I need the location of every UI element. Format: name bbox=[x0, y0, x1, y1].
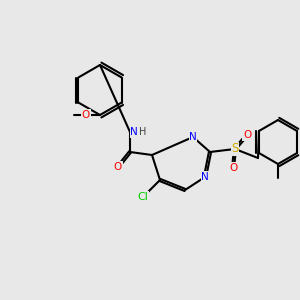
Text: O: O bbox=[82, 110, 90, 120]
Text: O: O bbox=[243, 130, 251, 140]
Text: N: N bbox=[189, 132, 197, 142]
Text: N: N bbox=[130, 127, 138, 137]
Text: Cl: Cl bbox=[138, 192, 148, 202]
Text: N: N bbox=[201, 172, 209, 182]
Text: O: O bbox=[114, 162, 122, 172]
Text: S: S bbox=[231, 142, 239, 155]
Text: O: O bbox=[229, 163, 237, 173]
Text: H: H bbox=[139, 127, 147, 137]
